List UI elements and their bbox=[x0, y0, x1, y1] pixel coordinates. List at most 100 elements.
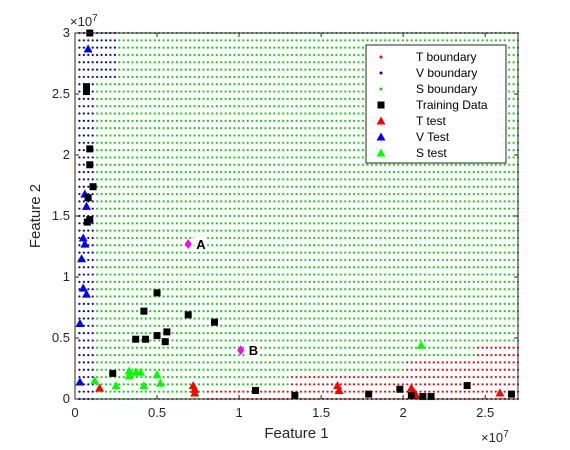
s-boundary-point bbox=[264, 368, 267, 371]
s-boundary-point bbox=[206, 244, 209, 247]
s-boundary-point bbox=[415, 192, 418, 196]
t-boundary-point bbox=[508, 383, 511, 386]
s-boundary-point bbox=[406, 317, 409, 320]
s-boundary-point bbox=[158, 75, 161, 79]
s-boundary-point bbox=[193, 90, 196, 93]
s-boundary-point bbox=[423, 251, 427, 254]
s-boundary-point bbox=[481, 236, 484, 240]
s-boundary-point bbox=[202, 229, 205, 232]
s-boundary-point bbox=[308, 266, 311, 269]
s-boundary-point bbox=[503, 214, 506, 218]
s-boundary-point bbox=[299, 302, 303, 305]
s-boundary-point bbox=[122, 214, 125, 218]
s-boundary-point bbox=[370, 163, 373, 166]
s-boundary-point bbox=[375, 244, 378, 247]
s-boundary-point bbox=[477, 280, 480, 283]
s-boundary-point bbox=[344, 353, 347, 357]
s-boundary-point bbox=[330, 295, 334, 298]
s-boundary-point bbox=[401, 258, 404, 262]
s-boundary-point bbox=[317, 361, 320, 364]
s-boundary-point bbox=[419, 222, 422, 225]
s-boundary-point bbox=[149, 119, 152, 122]
s-boundary-point bbox=[144, 244, 147, 247]
s-boundary-point bbox=[290, 200, 294, 203]
s-boundary-point bbox=[344, 97, 347, 100]
s-boundary-point bbox=[109, 258, 112, 262]
s-boundary-point bbox=[437, 302, 440, 305]
s-boundary-point bbox=[193, 192, 196, 196]
s-boundary-point bbox=[330, 244, 334, 247]
s-boundary-point bbox=[175, 317, 178, 320]
s-boundary-point bbox=[122, 83, 125, 86]
s-boundary-point bbox=[508, 229, 511, 232]
s-boundary-point bbox=[282, 156, 285, 159]
s-boundary-point bbox=[392, 288, 396, 291]
s-boundary-point bbox=[193, 75, 196, 79]
s-boundary-point bbox=[264, 288, 267, 291]
v-boundary-point bbox=[91, 200, 94, 203]
s-boundary-point bbox=[149, 222, 152, 225]
s-boundary-point bbox=[175, 178, 178, 181]
s-boundary-point bbox=[481, 324, 484, 327]
s-boundary-point bbox=[326, 266, 329, 269]
s-boundary-point bbox=[144, 53, 147, 57]
s-boundary-point bbox=[357, 141, 360, 144]
t-boundary-point bbox=[415, 375, 418, 379]
s-boundary-point bbox=[352, 310, 356, 313]
s-boundary-point bbox=[251, 361, 254, 364]
s-boundary-point bbox=[370, 266, 373, 269]
s-boundary-point bbox=[171, 46, 174, 49]
s-boundary-point bbox=[494, 266, 497, 269]
s-boundary-point bbox=[326, 134, 329, 137]
t-boundary-point bbox=[415, 368, 418, 371]
s-boundary-point bbox=[366, 273, 369, 276]
s-boundary-point bbox=[273, 222, 276, 225]
s-boundary-point bbox=[388, 295, 391, 298]
s-boundary-point bbox=[197, 46, 201, 49]
s-boundary-point bbox=[352, 288, 356, 291]
s-boundary-point bbox=[419, 332, 422, 335]
s-boundary-point bbox=[375, 332, 378, 335]
s-boundary-point bbox=[149, 163, 152, 166]
s-boundary-point bbox=[220, 39, 223, 42]
s-boundary-point bbox=[313, 39, 316, 42]
s-boundary-point bbox=[104, 310, 108, 313]
s-boundary-point bbox=[282, 112, 285, 115]
s-boundary-point bbox=[153, 119, 156, 122]
s-boundary-point bbox=[251, 251, 254, 254]
s-boundary-point bbox=[290, 170, 294, 174]
s-boundary-point bbox=[437, 280, 440, 283]
s-boundary-point bbox=[189, 39, 192, 42]
s-boundary-point bbox=[286, 134, 289, 137]
s-boundary-point bbox=[259, 332, 263, 335]
s-boundary-point bbox=[366, 332, 369, 335]
s-boundary-point bbox=[242, 288, 245, 291]
s-boundary-point bbox=[127, 383, 130, 386]
s-boundary-point bbox=[96, 222, 99, 225]
s-boundary-point bbox=[490, 229, 493, 232]
v-boundary-point bbox=[91, 375, 94, 379]
t-boundary-point bbox=[468, 390, 471, 393]
t-boundary-point bbox=[494, 368, 497, 371]
s-boundary-point bbox=[109, 83, 112, 86]
s-boundary-point bbox=[193, 134, 196, 137]
s-boundary-point bbox=[184, 149, 187, 152]
s-boundary-point bbox=[211, 295, 214, 298]
s-boundary-point bbox=[251, 317, 254, 320]
s-boundary-point bbox=[255, 170, 258, 174]
s-boundary-point bbox=[450, 185, 453, 188]
s-boundary-point bbox=[370, 192, 373, 196]
s-boundary-point bbox=[459, 236, 462, 240]
v-boundary-point bbox=[87, 141, 90, 144]
v-boundary-point bbox=[82, 119, 85, 122]
v-boundary-point bbox=[91, 134, 94, 137]
s-boundary-point bbox=[326, 68, 329, 71]
s-boundary-point bbox=[344, 368, 347, 371]
s-boundary-point bbox=[171, 222, 174, 225]
s-boundary-point bbox=[290, 192, 294, 196]
s-boundary-point bbox=[158, 390, 161, 393]
s-boundary-point bbox=[224, 53, 227, 57]
s-boundary-point bbox=[100, 288, 103, 291]
s-boundary-point bbox=[437, 236, 440, 240]
s-boundary-point bbox=[485, 200, 489, 203]
